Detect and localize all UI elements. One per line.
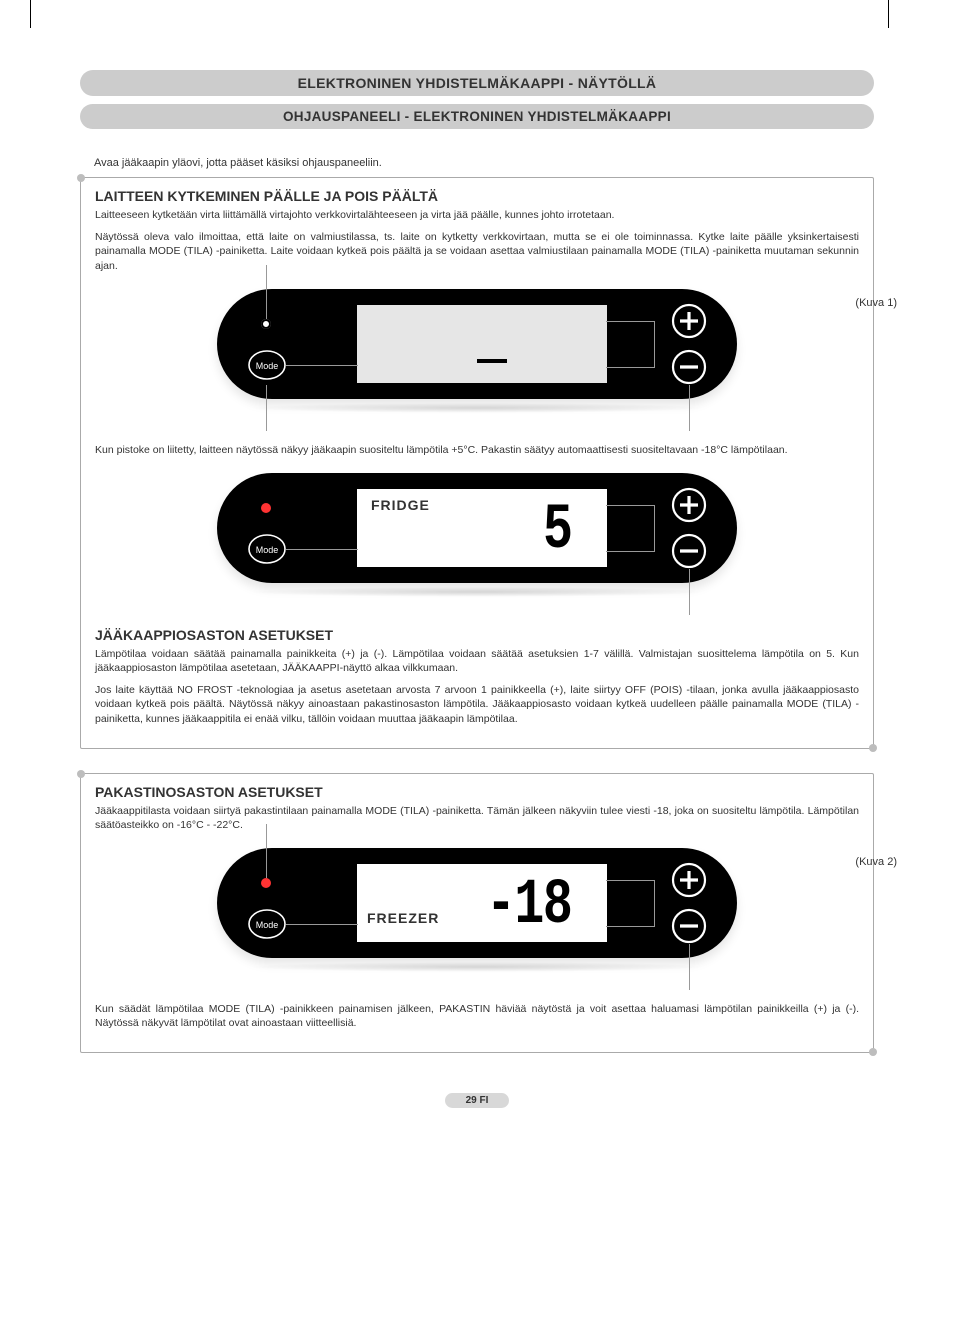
corner-dot — [77, 770, 85, 778]
plus-button[interactable] — [671, 862, 707, 898]
plugged-text: Kun pistoke on liitetty, laitteen näytös… — [95, 443, 859, 457]
display-screen — [357, 305, 607, 383]
wire — [606, 505, 654, 506]
wire — [286, 365, 358, 366]
freezer-heading: PAKASTINOSASTON ASETUKSET — [95, 784, 859, 800]
fridge-p2: Jos laite käyttää NO FROST -teknologiaa … — [95, 683, 859, 726]
page-number: 29 FI — [445, 1093, 509, 1108]
standby-led-on — [261, 878, 271, 888]
mode-label: Mode — [256, 920, 279, 930]
control-panel: Mode — [217, 289, 737, 399]
minus-button[interactable] — [671, 349, 707, 385]
mode-label: Mode — [256, 545, 279, 555]
wire — [689, 385, 690, 431]
section-power-fridge: LAITTEEN KYTKEMINEN PÄÄLLE JA POIS PÄÄLT… — [80, 177, 874, 749]
screen-freezer-label: FREEZER — [367, 910, 439, 926]
wire — [266, 824, 267, 878]
standby-led — [261, 319, 271, 329]
control-panel-figure-2: (Kuva 2) Mode FREEZER -18 — [197, 848, 757, 972]
figure-caption-2: (Kuva 2) — [855, 856, 897, 868]
power-heading: LAITTEEN KYTKEMINEN PÄÄLLE JA POIS PÄÄLT… — [95, 188, 859, 204]
power-p1: Laitteeseen kytketään virta liittämällä … — [95, 208, 859, 222]
wire — [654, 505, 655, 552]
freezer-p1: Jääkaappitilasta voidaan siirtyä pakasti… — [95, 804, 859, 832]
screen-fridge-label: FRIDGE — [371, 497, 430, 513]
sub-title-bar: OHJAUSPANEELI - ELEKTRONINEN YHDISTELMÄK… — [80, 104, 874, 129]
screen-value: -18 — [486, 870, 571, 942]
wire — [266, 265, 267, 319]
plus-button[interactable] — [671, 487, 707, 523]
section-freezer: PAKASTINOSASTON ASETUKSET Jääkaappitilas… — [80, 773, 874, 1054]
wire — [654, 321, 655, 368]
crop-mark — [30, 0, 31, 28]
wire — [606, 926, 654, 927]
fridge-heading: JÄÄKAAPPIOSASTON ASETUKSET — [95, 627, 859, 643]
control-panel-figure-1: (Kuva 1) Mode — [197, 289, 757, 413]
corner-dot — [869, 1048, 877, 1056]
panel-shadow — [247, 403, 707, 413]
control-panel-figure-fridge: Mode FRIDGE 5 — [197, 473, 757, 597]
display-screen: FREEZER -18 — [357, 864, 607, 942]
wire — [654, 880, 655, 927]
mode-button[interactable]: Mode — [247, 529, 287, 569]
power-p2: Näytössä oleva valo ilmoittaa, että lait… — [95, 230, 859, 273]
main-title-bar: ELEKTRONINEN YHDISTELMÄKAAPPI - NÄYTÖLLÄ — [80, 70, 874, 96]
minus-button[interactable] — [671, 908, 707, 944]
wire — [606, 367, 654, 368]
wire — [606, 321, 654, 322]
wire — [286, 924, 358, 925]
wire — [266, 385, 267, 431]
corner-dot — [869, 744, 877, 752]
display-dash — [477, 359, 507, 363]
panel-shadow — [247, 587, 707, 597]
display-screen: FRIDGE 5 — [357, 489, 607, 567]
panel-shadow — [247, 962, 707, 972]
corner-dot — [77, 174, 85, 182]
figure-caption-1: (Kuva 1) — [855, 297, 897, 309]
minus-button[interactable] — [671, 533, 707, 569]
mode-button[interactable]: Mode — [247, 345, 287, 385]
mode-button[interactable]: Mode — [247, 904, 287, 944]
standby-led-on — [261, 503, 271, 513]
wire — [689, 569, 690, 615]
fridge-p1: Lämpötilaa voidaan säätää painamalla pai… — [95, 647, 859, 675]
screen-value: 5 — [543, 495, 571, 567]
freezer-p2: Kun säädät lämpötilaa MODE (TILA) -paini… — [95, 1002, 859, 1030]
wire — [286, 549, 358, 550]
intro-text: Avaa jääkaapin yläovi, jotta pääset käsi… — [94, 157, 860, 169]
plus-button[interactable] — [671, 303, 707, 339]
crop-mark — [888, 0, 889, 28]
control-panel: Mode FREEZER -18 — [217, 848, 737, 958]
wire — [606, 551, 654, 552]
control-panel: Mode FRIDGE 5 — [217, 473, 737, 583]
wire — [689, 944, 690, 990]
mode-label: Mode — [256, 361, 279, 371]
wire — [606, 880, 654, 881]
